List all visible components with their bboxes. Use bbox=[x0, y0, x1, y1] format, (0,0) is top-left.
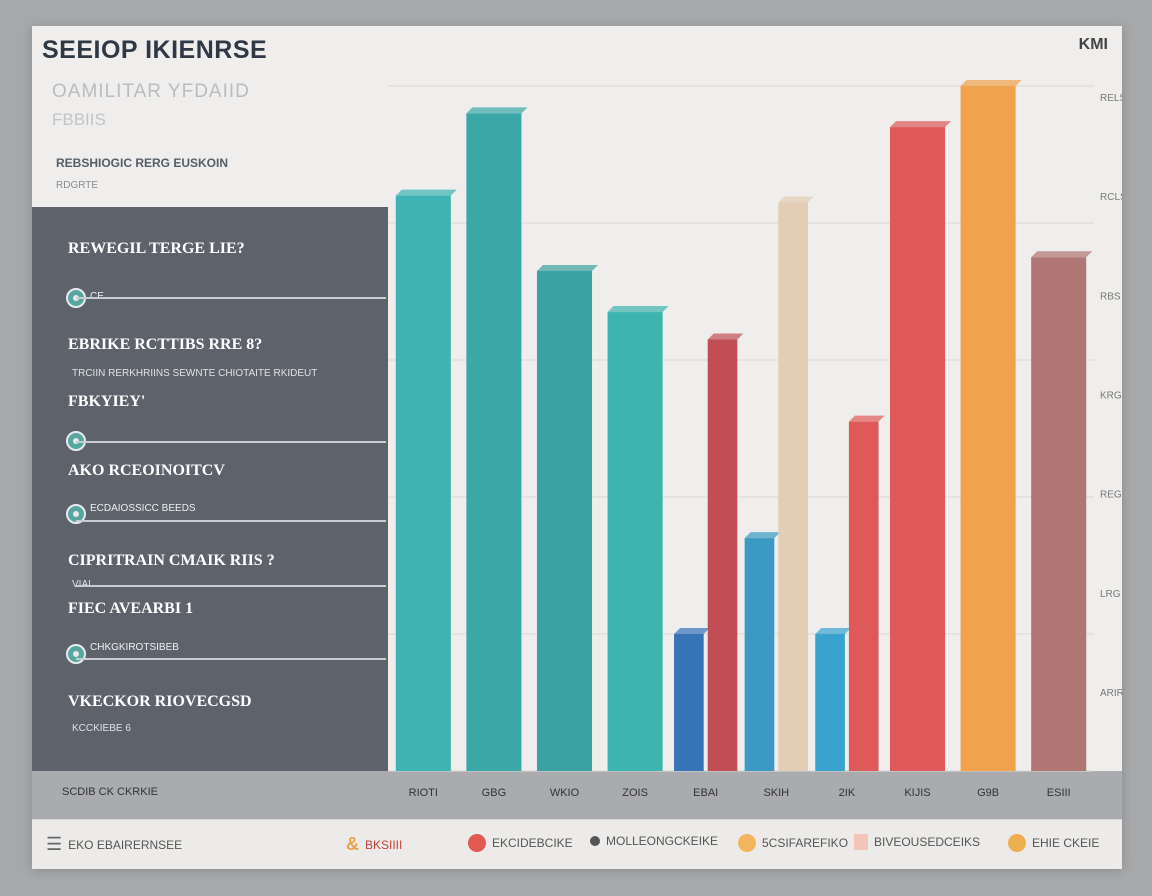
legend-bar bbox=[32, 819, 1122, 869]
legend-swatch-6 bbox=[1008, 834, 1026, 852]
bar-chart: RELS RCLS RBS KRG REG LRG ARIRE RIOTI GBG WKIO ZOI… bbox=[388, 80, 1122, 799]
bar-cap bbox=[815, 628, 851, 634]
bar[interactable] bbox=[960, 86, 1016, 771]
legend-label-3: MOLLEONGCKEIKE bbox=[606, 834, 719, 848]
bar-cap bbox=[960, 80, 1022, 86]
meta-line-1: REBSHIOGIC RERG EUSKOIN bbox=[56, 156, 229, 170]
bar[interactable] bbox=[707, 339, 738, 771]
bar[interactable] bbox=[536, 270, 593, 771]
brand-logo-icon: & bbox=[346, 834, 359, 854]
x-tick-label: SKIH bbox=[763, 787, 789, 799]
x-axis-band bbox=[32, 771, 1122, 819]
panel-label-4: AKO RCEOINOITCV bbox=[68, 462, 225, 479]
y-tick-label: LRG bbox=[1100, 589, 1121, 600]
legend-label-7: EKO EBAIRERNSEE bbox=[68, 837, 183, 852]
panel-label-1: REWEGIL TERGE LIE? bbox=[68, 240, 245, 257]
corner-label: KMI bbox=[1078, 36, 1108, 53]
panel-sublabel-2: TRCIIN RERKHRIINS SEWNTE CHIOTAITE RKIDE… bbox=[72, 368, 318, 379]
bar-cap bbox=[674, 628, 710, 634]
bar-cap bbox=[607, 306, 669, 313]
panel-label-3: FBKYIEY' bbox=[68, 393, 146, 410]
x-tick-label: KIJIS bbox=[904, 787, 930, 799]
x-tick-label: 2IK bbox=[839, 787, 856, 799]
control-panel: REWEGIL TERGE LIE? CE EBRIKE RCTTIBS RRE… bbox=[32, 207, 388, 771]
slider-track-3[interactable] bbox=[76, 520, 386, 522]
slider-text-3: ECDAIOSSICC BEEDS bbox=[90, 503, 196, 514]
bar-cap bbox=[1031, 251, 1093, 258]
legend-label-4: 5CSIFAREFIKO bbox=[762, 836, 849, 850]
subtitle-line-2: FBBIIS bbox=[52, 110, 106, 129]
legend-item-5[interactable]: BIVEOUSEDCEIKS bbox=[854, 834, 980, 850]
y-tick-label: RCLS bbox=[1100, 192, 1122, 203]
legend-swatch-4 bbox=[738, 834, 756, 852]
bar-cap bbox=[744, 532, 781, 539]
legend-item-menu[interactable]: ☰ EKO EBAIRERNSEE bbox=[46, 834, 182, 855]
chart-title: SEEIOP IKIENRSE bbox=[42, 36, 268, 64]
menu-icon: ☰ bbox=[46, 834, 63, 854]
legend-item-4[interactable]: 5CSIFAREFIKO bbox=[738, 834, 848, 852]
slider-knob-3[interactable] bbox=[66, 504, 86, 524]
slider-text-1: CE bbox=[90, 291, 104, 302]
legend-label-5: BIVEOUSEDCEIKS bbox=[874, 835, 981, 849]
legend-swatch-3 bbox=[590, 836, 600, 846]
legend-item-1[interactable]: & BKSIIII bbox=[346, 834, 402, 855]
x-tick-label: GBG bbox=[482, 787, 506, 799]
bar[interactable] bbox=[1031, 257, 1087, 771]
bar[interactable] bbox=[778, 202, 808, 771]
x-tick-label: EBAI bbox=[693, 787, 718, 799]
bar[interactable] bbox=[815, 634, 845, 771]
bar[interactable] bbox=[889, 127, 946, 772]
x-tick-label: RIOTI bbox=[409, 787, 438, 799]
bar-cap bbox=[848, 415, 885, 422]
bar[interactable] bbox=[674, 634, 704, 771]
y-tick-label: RELS bbox=[1100, 93, 1122, 104]
slider-text-6: CHKGKIROTSIBEB bbox=[90, 642, 179, 653]
legend-item-3[interactable]: MOLLEONGCKEIKE bbox=[590, 834, 718, 848]
x-tick-label: WKIO bbox=[550, 787, 580, 799]
bar-cap bbox=[466, 107, 528, 114]
panel-sublabel-5: VIAI bbox=[72, 579, 91, 590]
subtitle-line-1: OAMILITAR YFDAIID bbox=[52, 81, 250, 102]
chart-card: SEEIOP IKIENRSE KMI OAMILITAR YFDAIID FB… bbox=[32, 26, 1122, 869]
slider-track-1[interactable] bbox=[76, 297, 386, 299]
y-tick-label: KRG bbox=[1100, 391, 1122, 402]
y-tick-label: ARIRE bbox=[1100, 688, 1122, 699]
y-tick-label: REG bbox=[1100, 490, 1122, 501]
bar-cap bbox=[395, 189, 457, 196]
bar[interactable] bbox=[848, 421, 879, 771]
y-tick-label: RBS bbox=[1100, 291, 1121, 302]
slider-track-4[interactable] bbox=[76, 585, 386, 587]
bar[interactable] bbox=[607, 312, 663, 771]
legend-swatch-5 bbox=[854, 834, 868, 850]
panel-label-2: EBRIKE RCTTIBS RRE 8? bbox=[68, 336, 263, 353]
panel-label-6: FIEC AVEARBI 1 bbox=[68, 600, 194, 617]
panel-label-5: CIPRITRAIN CMAIK RIIS ? bbox=[68, 552, 275, 569]
panel-sublabel-7: KCCKIEBE 6 bbox=[72, 723, 131, 734]
slider-track-5[interactable] bbox=[76, 658, 386, 660]
legend-label-2: EKCIDEBCIKE bbox=[492, 836, 573, 850]
bar[interactable] bbox=[395, 195, 451, 772]
slider-track-2[interactable] bbox=[76, 441, 386, 443]
x-tick-label: ZOIS bbox=[622, 787, 648, 799]
legend-item-2[interactable]: EKCIDEBCIKE bbox=[468, 834, 573, 852]
legend-swatch-2 bbox=[468, 834, 486, 852]
legend-label-1: BKSIIII bbox=[365, 837, 403, 852]
bar-cap bbox=[707, 333, 744, 340]
bar-cap bbox=[536, 264, 599, 271]
bar-cap bbox=[889, 121, 952, 128]
bar[interactable] bbox=[744, 538, 775, 771]
meta-line-2: RDGRTE bbox=[56, 180, 99, 191]
legend-item-6[interactable]: EHIE CKEIE bbox=[1008, 834, 1099, 852]
legend-label-6: EHIE CKEIE bbox=[1032, 836, 1100, 850]
panel-label-7: VKECKOR RIOVECGSD bbox=[68, 693, 252, 710]
x-axis-caption: SCDIB CK CKRKIE bbox=[62, 786, 158, 798]
x-tick-label: ESIII bbox=[1047, 787, 1071, 799]
x-tick-label: G9B bbox=[977, 787, 999, 799]
bar-cap bbox=[778, 196, 814, 203]
bar[interactable] bbox=[466, 113, 522, 771]
